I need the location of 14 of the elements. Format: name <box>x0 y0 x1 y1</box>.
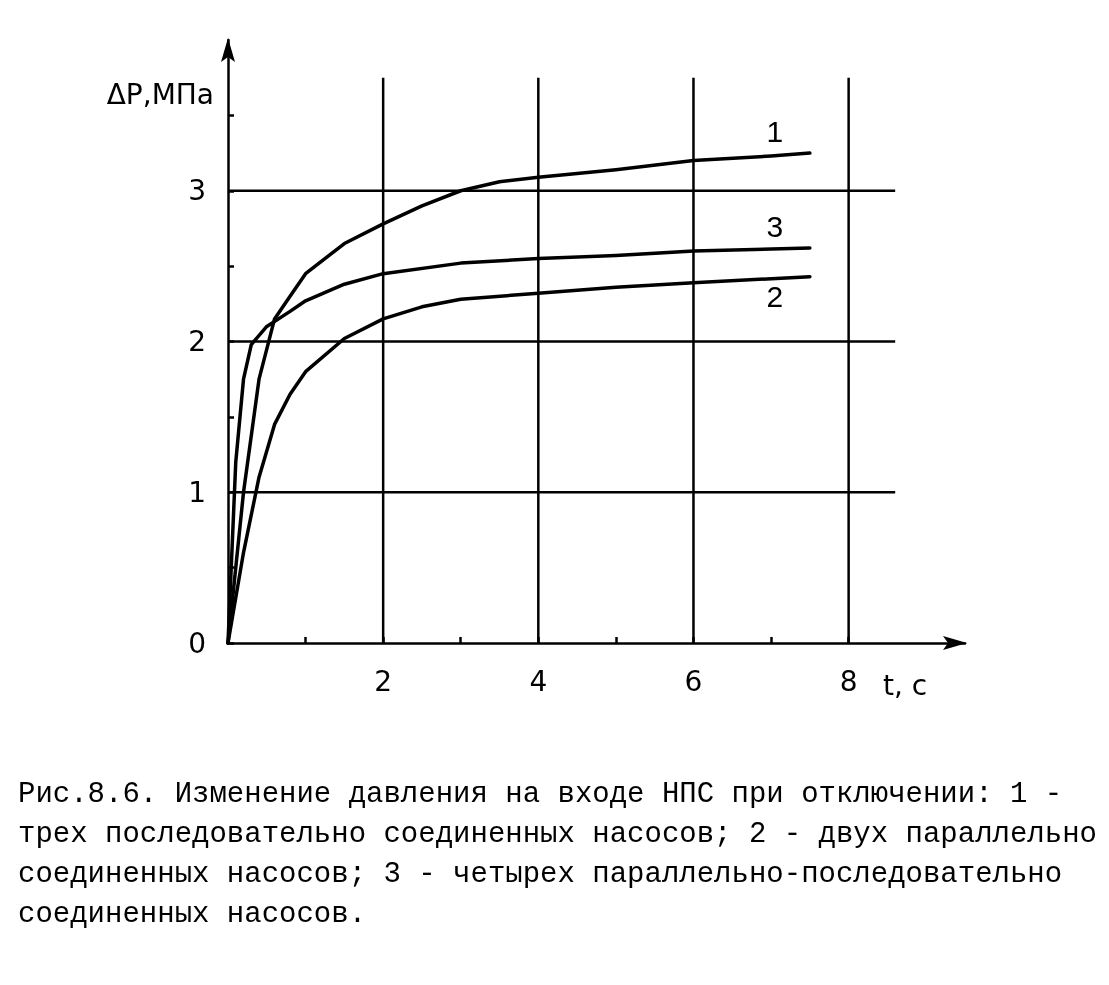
y-tick-label: 1 <box>188 475 206 509</box>
x-tick-label: 6 <box>684 664 703 698</box>
y-axis-title: ΔP,МПа <box>106 77 214 111</box>
y-tick-label: 3 <box>188 174 206 208</box>
x-tick-label: 2 <box>374 664 393 698</box>
x-axis-title: t, с <box>883 668 928 702</box>
y-tick-label: 2 <box>188 325 206 358</box>
series-label: 1 <box>766 114 784 148</box>
x-tick-label: 4 <box>529 664 548 698</box>
series-label: 3 <box>766 209 784 243</box>
text: Рис.8.6. Изменение давления на входе НПС при отключении: 1 - трех последовательно соединенных насосов; 2 - двух параллельно соединенных насосов; 3 - четырех параллельно-последовательно соединенных насосов. <box>18 777 1098 933</box>
y-tick-label: 0 <box>188 626 206 660</box>
series-label: 2 <box>766 280 784 314</box>
x-tick-label: 8 <box>839 664 858 698</box>
